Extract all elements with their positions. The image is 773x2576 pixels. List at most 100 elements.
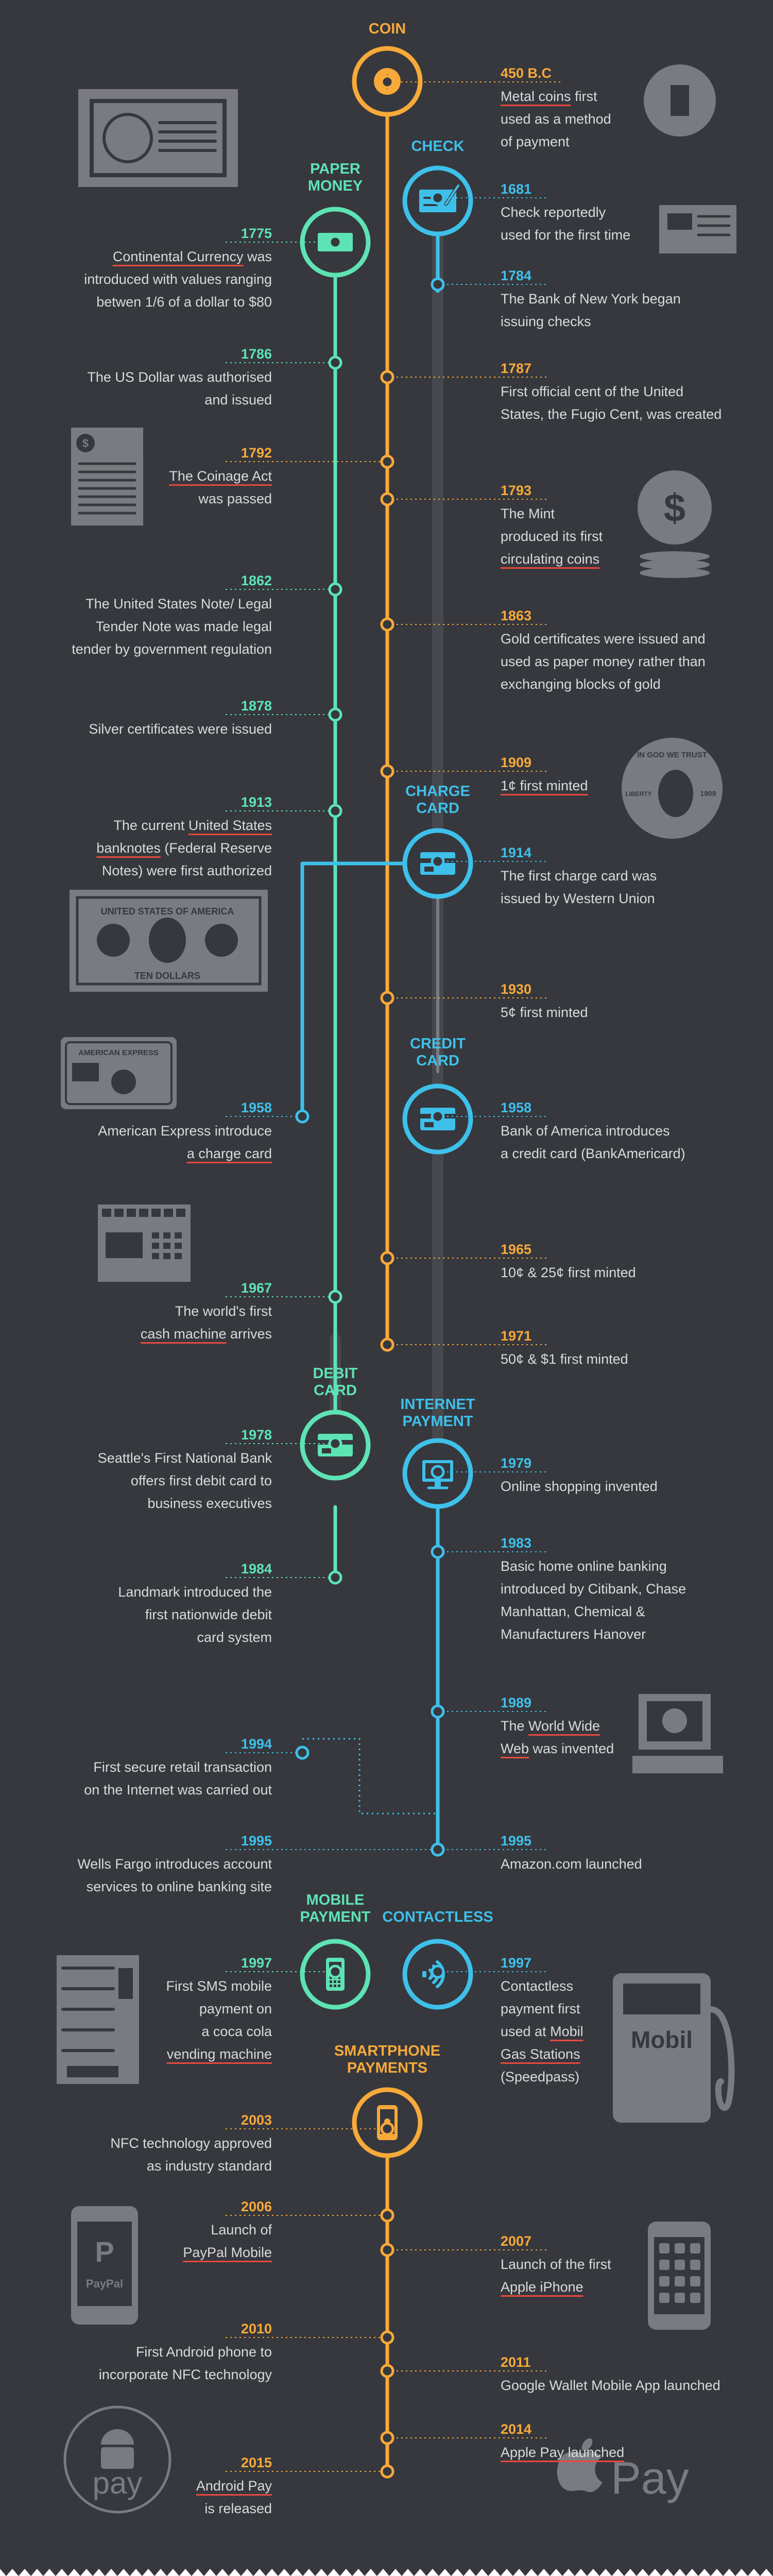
iphone-app (675, 2293, 685, 2303)
underlined-term: Metal coins (501, 89, 571, 104)
event-text: issued by Western Union (501, 891, 655, 906)
internet-category-label: INTERNET PAYMENT (376, 1396, 500, 1430)
atm-keypad-key (175, 1243, 182, 1249)
event-description-line: vending machine (45, 2043, 272, 2065)
underlined-term: United States (188, 818, 272, 833)
event-text: The US Dollar was authorised (87, 369, 272, 385)
android-pay-logo (63, 2405, 171, 2514)
smartphone-category-label: SMARTPHONE PAYMENTS (325, 2043, 449, 2077)
event-description: Metal coins first used as a method of paym… (501, 85, 676, 153)
event-text: Basic home online banking (501, 1558, 667, 1574)
underlined-term: vending machine (166, 2046, 272, 2062)
category-label-line: CHARGE (405, 783, 470, 800)
atm-key (164, 1209, 173, 1217)
phone-icon-key (338, 1985, 340, 1987)
event-description-line: 50¢ & $1 first minted (501, 1348, 727, 1370)
event-description-line: The United States Note/ Legal (45, 592, 272, 615)
event-description: 1¢ first minted (501, 774, 727, 797)
certificate-seal (102, 113, 153, 163)
charge-card-icon-chip (424, 867, 434, 872)
event-description: Google Wallet Mobile App launched (501, 2374, 737, 2397)
event-text: on the Internet was carried out (84, 1782, 272, 1798)
event-description-line: The world's first (45, 1300, 272, 1323)
timeline-node (431, 1109, 445, 1124)
contactless-icon (422, 1971, 426, 1977)
document-dollar-seal (76, 434, 95, 452)
vending-tray (67, 2066, 118, 2077)
event-year: 1913 (241, 794, 272, 810)
event-description-line: used as a method (501, 108, 676, 130)
underlined-term: Apple Pay launched (501, 2445, 625, 2460)
timeline-node (380, 2208, 394, 2223)
category-label-line: MOBILE (306, 1892, 365, 1908)
iphone-app (675, 2260, 685, 2270)
debit-card-icon-chip (322, 1448, 331, 1453)
event-text: Tender Note was made legal (95, 619, 272, 634)
event-description-line: Landmark introduced the (45, 1581, 272, 1603)
event-text: Silver certificates were issued (89, 721, 272, 737)
apple-logo-icon (557, 2451, 603, 2493)
category-label-line: INTERNET (400, 1396, 475, 1413)
timeline-node (328, 1436, 342, 1451)
event-text: Manhattan, Chemical & (501, 1604, 645, 1619)
category-label-line: CARD (314, 1382, 357, 1399)
atm-key (127, 1209, 136, 1217)
phone-icon-key (330, 1976, 332, 1979)
event-year: 450 B.C (501, 65, 552, 81)
event-description-line: Seattle's First National Bank (45, 1447, 272, 1469)
timeline-node (328, 355, 342, 370)
event-description-line: produced its first (501, 525, 727, 548)
event-description-line: Contactless (501, 1975, 727, 1997)
phone-icon-key (338, 1976, 340, 1979)
underlined-term: banknotes (96, 840, 161, 856)
timeline-node (328, 1290, 342, 1304)
event-text: Landmark introduced the (118, 1584, 272, 1600)
event-description: Contactless payment first used at Mobil Gas… (501, 1975, 727, 2088)
gas-pump-hose (708, 2006, 735, 2111)
underlined-term: cash machine (140, 1326, 227, 1342)
event-description: First Android phone to incorporate NFC te… (45, 2341, 272, 2386)
event-description-line: first nationwide debit (45, 1603, 272, 1626)
event-description-line: Amazon.com launched (501, 1853, 727, 1875)
event-year: 1775 (241, 226, 272, 241)
event-description-line: 5¢ first minted (501, 1001, 727, 1024)
event-text: introduced with values ranging (84, 272, 272, 287)
event-description-line: Check reportedly (501, 201, 686, 224)
event-description-line: circulating coins (501, 548, 727, 570)
event-text: used as a method (501, 111, 611, 127)
timeline-node (431, 277, 445, 292)
event-year: 1979 (501, 1455, 532, 1471)
event-year: 1989 (501, 1695, 532, 1710)
timeline-node (380, 2431, 394, 2445)
event-description-line: Tender Note was made legal (45, 615, 272, 638)
iphone-app (690, 2260, 700, 2270)
timeline-node (328, 1964, 342, 1979)
event-description-line: Android Pay (45, 2475, 272, 2497)
event-text: betwen 1/6 of a dollar to $80 (96, 294, 272, 310)
event-text: Amazon.com launched (501, 1856, 642, 1872)
event-year: 1967 (241, 1280, 272, 1296)
event-description-line: and issued (45, 388, 272, 411)
event-description-line: issued by Western Union (501, 887, 727, 910)
event-description: Android Pay is released (45, 2475, 272, 2520)
timeline-node (380, 75, 394, 89)
event-description-line: banknotes (Federal Reserve (45, 837, 272, 859)
event-text: used as paper money rather than (501, 654, 706, 669)
timeline-node (380, 454, 394, 469)
computer-globe (662, 1708, 687, 1733)
timeline-node (328, 235, 342, 249)
event-text: NFC technology approved (110, 2136, 272, 2151)
event-description-line: payment first (501, 1997, 727, 2020)
event-text: was (243, 249, 272, 264)
event-description-line: Wells Fargo introduces account (45, 1853, 272, 1875)
event-text: of payment (501, 134, 570, 149)
document-dollar-glyph: $ (82, 437, 89, 450)
event-description: The United States Note/ Legal Tender Note… (45, 592, 272, 660)
event-description-line: The first charge card was (501, 865, 727, 887)
event-year: 2015 (241, 2455, 272, 2470)
event-description-line: Silver certificates were issued (45, 718, 272, 740)
ecommerce-dotted-connector (302, 1738, 438, 1815)
underlined-term: Continental Currency (112, 249, 244, 264)
event-description-line: as industry standard (45, 2155, 272, 2177)
zigzag-bottom-edge (0, 2569, 773, 2576)
